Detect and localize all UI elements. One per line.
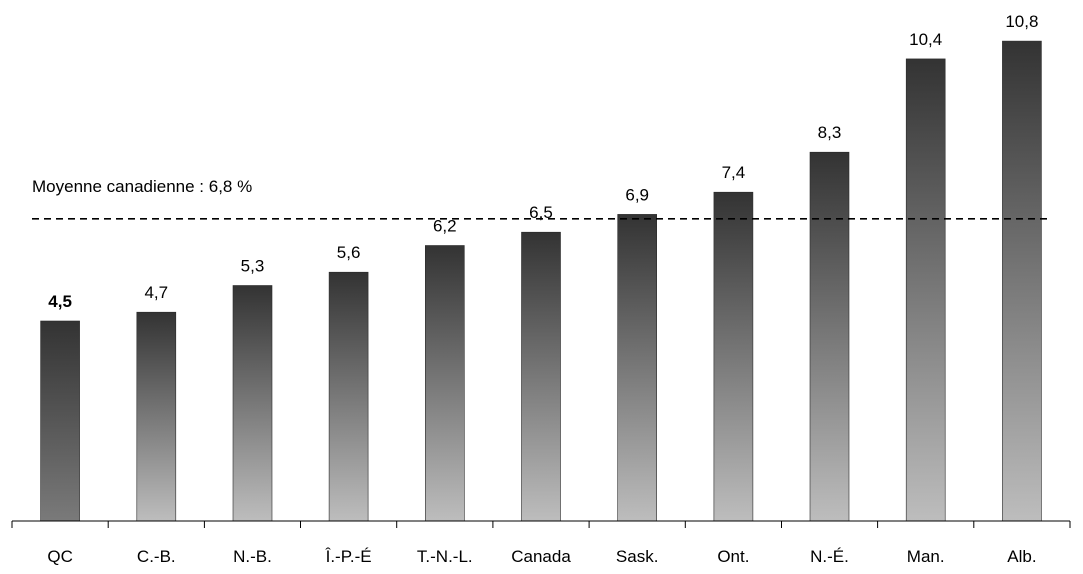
value-label-N.-É.: 8,3: [818, 123, 842, 142]
x-axis-ticks: [11, 521, 1071, 528]
value-label-T.-N.-L.: 6,2: [433, 217, 457, 236]
category-label-Canada: Canada: [511, 547, 571, 566]
value-label-Canada: 6,5: [529, 203, 553, 222]
bar-N.-É.: [809, 151, 850, 522]
value-label-Sask.: 6,9: [625, 185, 649, 204]
category-label-Î.-P.-É: Î.-P.-É: [325, 547, 372, 566]
bar-Ont.: [713, 191, 754, 522]
bar-QC: [40, 320, 80, 522]
bars-group: [40, 40, 1042, 522]
category-label-T.-N.-L.: T.-N.-L.: [417, 547, 473, 566]
bar-Sask.: [617, 214, 658, 522]
value-labels-group: 4,5 4,7 5,3 5,6 6,2 6,5 6,9 7,4 8,3 10,4 10,8: [48, 12, 1038, 311]
value-label-Man.: 10,4: [909, 30, 942, 49]
category-label-C.-B.: C.-B.: [137, 547, 176, 566]
category-label-QC: QC: [47, 547, 73, 566]
category-labels-group: QC C.-B. N.-B. Î.-P.-É T.-N.-L. Canada Sask. On…: [47, 547, 1036, 566]
average-line-label: Moyenne canadienne : 6,8 %: [32, 177, 252, 196]
value-label-C.-B.: 4,7: [144, 283, 168, 302]
bar-C.-B.: [136, 311, 177, 522]
category-label-Man.: Man.: [907, 547, 945, 566]
category-label-Sask.: Sask.: [616, 547, 659, 566]
value-label-N.-B.: 5,3: [241, 257, 265, 276]
value-label-Î.-P.-É: 5,6: [337, 243, 361, 262]
category-label-Alb.: Alb.: [1007, 547, 1036, 566]
bar-N.-B.: [232, 285, 273, 522]
bar-Î.-P.-É: [328, 271, 369, 522]
bar-T.-N.-L.: [424, 245, 465, 522]
value-label-QC: 4,5: [48, 292, 72, 311]
value-label-Alb.: 10,8: [1005, 12, 1038, 31]
bar-Alb.: [1002, 40, 1042, 522]
value-label-Ont.: 7,4: [722, 163, 746, 182]
category-label-N.-B.: N.-B.: [233, 547, 272, 566]
bar-Man.: [905, 58, 946, 522]
category-label-Ont.: Ont.: [717, 547, 749, 566]
category-label-N.-É.: N.-É.: [810, 547, 849, 566]
bar-Canada: [521, 231, 561, 522]
